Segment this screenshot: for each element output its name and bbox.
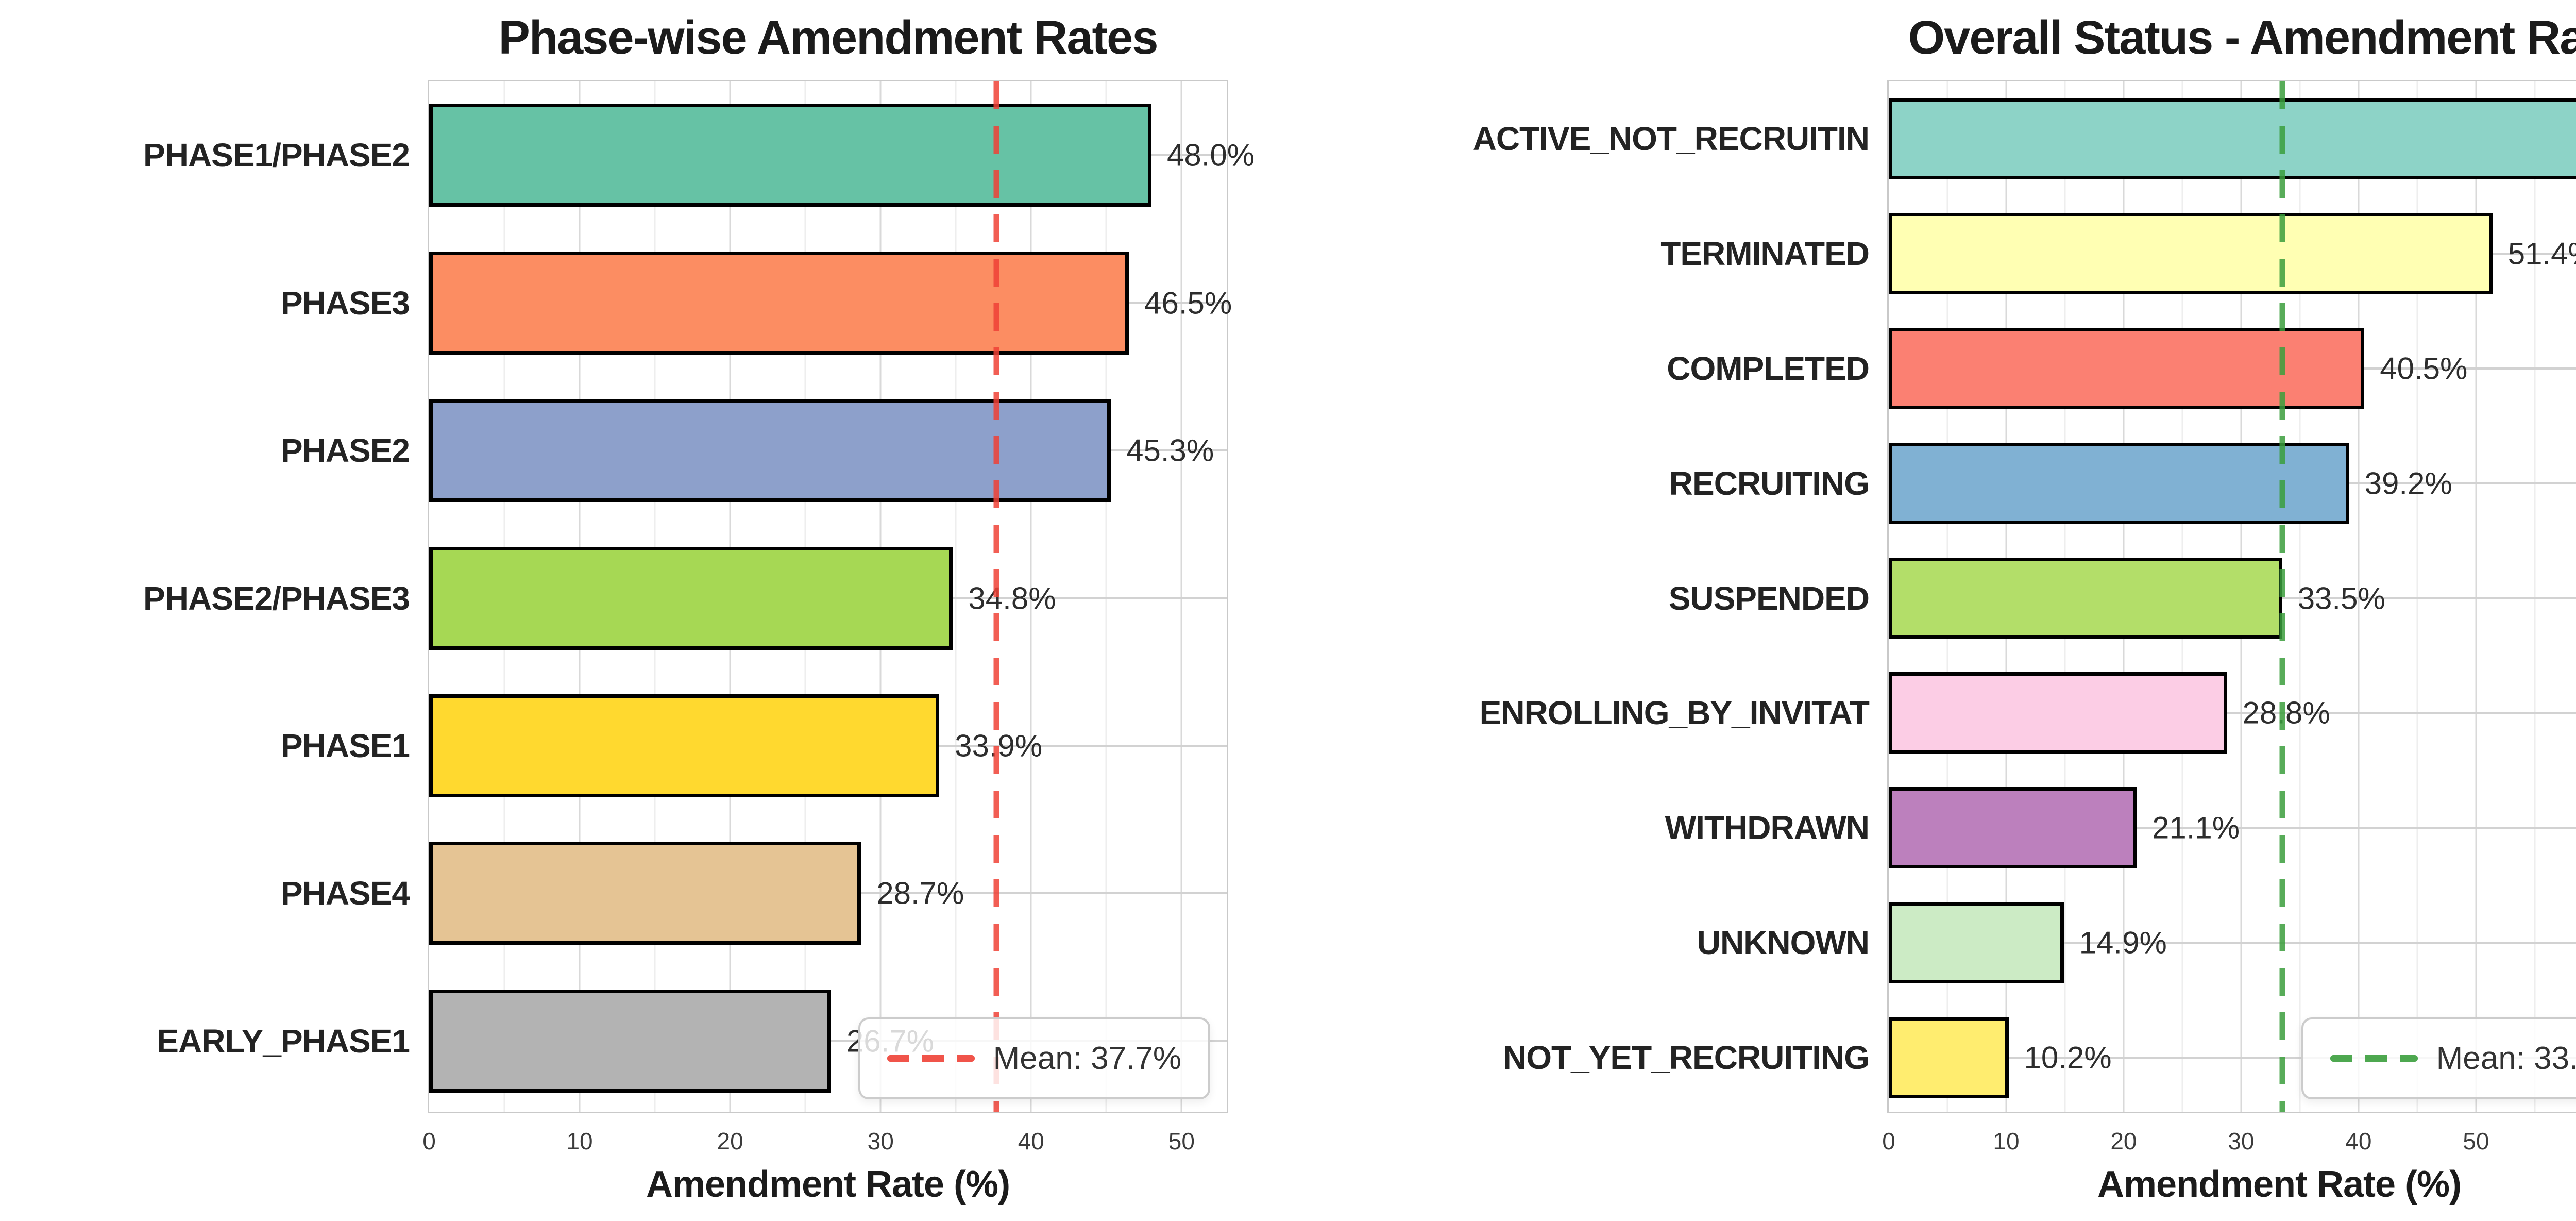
value-label: 14.9% [2079,925,2167,960]
x-tick-label: 30 [867,1128,894,1155]
major-gridline [1030,81,1032,1112]
row-gridline [1889,941,2576,944]
mean-line [993,81,999,1112]
x-tick-label: 20 [717,1128,743,1155]
phase-chart-title: Phase-wise Amendment Rates [498,11,1158,64]
category-label: EARLY_PHASE1 [157,1022,410,1060]
row-gridline [1889,827,2576,829]
bar [1889,327,2365,409]
minor-gridline [2416,81,2418,1112]
phase-plot-area: Phase-wise Amendment Rates Amendment Rat… [143,11,1255,1205]
status-mean-legend-label: Mean: 33.5% [2436,1041,2576,1076]
category-label: SUSPENDED [1668,579,1870,617]
major-gridline [1180,81,1182,1112]
bar [1889,1016,2009,1098]
value-label: 34.8% [968,581,1056,615]
phase-mean-legend: Mean: 37.7% [858,1017,1210,1099]
bar [429,546,953,650]
category-label: ENROLLING_BY_INVITAT [1479,694,1870,732]
major-gridline [2475,81,2477,1112]
bar [429,399,1111,503]
minor-gridline [955,81,957,1112]
category-label: PHASE3 [280,284,410,322]
minor-gridline [1105,81,1107,1112]
category-label: PHASE1 [280,727,410,764]
x-tick-label: 0 [422,1128,436,1155]
minor-gridline [2534,81,2536,1112]
status-chart-title: Overall Status - Amendment Rates [1908,11,2576,64]
category-label: PHASE1/PHASE2 [143,137,410,174]
x-tick-label: 0 [1882,1128,1895,1155]
row-gridline [1889,712,2576,714]
value-label: 33.5% [2297,581,2385,615]
category-label: WITHDRAWN [1665,809,1870,847]
status-plot-area: Overall Status - Amendment Rates Amendme… [1473,11,2576,1205]
value-label: 48.0% [1166,138,1255,173]
value-label: 21.1% [2152,810,2240,845]
bar [429,989,831,1093]
value-label: 10.2% [2024,1040,2112,1075]
x-tick-label: 20 [2110,1128,2137,1155]
category-label: PHASE2/PHASE3 [143,579,410,617]
category-label: ACTIVE_NOT_RECRUITIN [1472,120,1870,158]
bar [1889,213,2493,295]
row-gridline [1889,1056,2576,1059]
category-label: COMPLETED [1667,349,1870,387]
x-tick-label: 10 [566,1128,593,1155]
category-label: PHASE2 [280,432,410,470]
status-mean-legend: Mean: 33.5% [2301,1017,2576,1099]
bar [1889,98,2576,180]
bar [1889,672,2227,754]
mean-line [2279,81,2285,1112]
value-label: 40.5% [2380,351,2468,386]
major-gridline [2358,81,2360,1112]
bar [1889,442,2349,524]
bar [1889,901,2064,983]
bar [429,251,1129,355]
bar [1889,787,2137,869]
minor-gridline [2299,81,2301,1112]
category-label: TERMINATED [1660,235,1870,273]
x-tick-label: 10 [1993,1128,2020,1155]
value-label: 28.7% [876,876,964,911]
bar [429,694,940,797]
value-label: 28.8% [2242,695,2330,730]
x-tick-label: 50 [1168,1128,1195,1155]
mean-line-legend-swatch [887,1055,975,1062]
x-tick-label: 40 [1018,1128,1044,1155]
category-label: NOT_YET_RECRUITING [1503,1039,1870,1076]
status-x-axis-label: Amendment Rate (%) [2097,1164,2462,1205]
mean-line-legend-swatch [2330,1055,2418,1062]
bar [429,104,1151,207]
value-label: 46.5% [1144,286,1232,321]
value-label: 45.3% [1126,433,1214,468]
value-label: 39.2% [2364,466,2452,501]
value-label: 51.4% [2507,236,2576,271]
x-tick-label: 30 [2228,1128,2255,1155]
phase-mean-legend-label: Mean: 37.7% [993,1041,1181,1076]
x-tick-label: 40 [2345,1128,2372,1155]
category-label: UNKNOWN [1697,924,1870,961]
bar [1889,557,2282,639]
phase-x-axis-label: Amendment Rate (%) [646,1164,1010,1205]
category-label: PHASE4 [280,875,410,912]
bar [429,842,861,945]
category-label: RECRUITING [1669,464,1870,502]
x-tick-label: 50 [2463,1128,2489,1155]
